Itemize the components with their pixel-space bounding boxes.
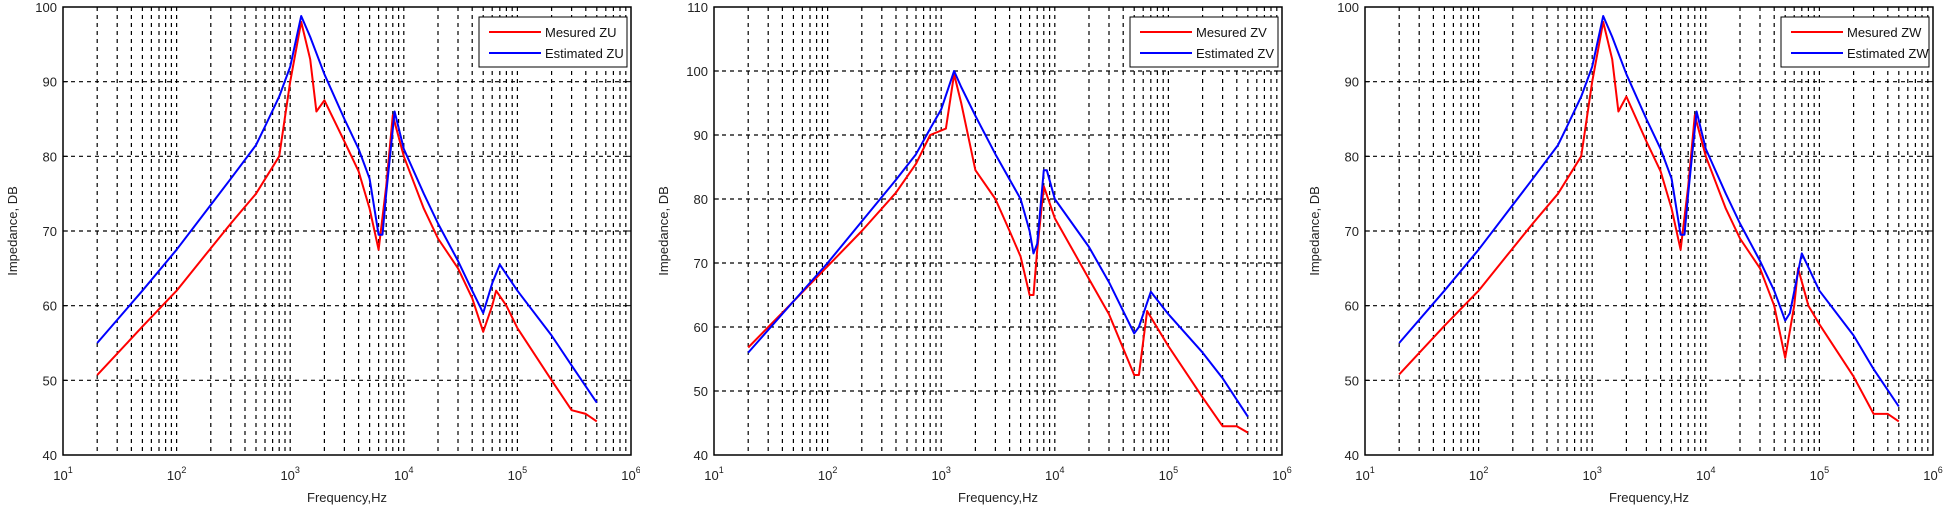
x-tick-label: 102 (167, 465, 186, 483)
y-axis-label: Impedance, DB (1307, 186, 1322, 276)
y-tick-label: 80 (694, 192, 708, 207)
y-tick-label: 70 (694, 256, 708, 271)
x-tick-label: 101 (1355, 465, 1374, 483)
y-tick-label: 110 (687, 0, 708, 15)
y-tick-label: 80 (43, 149, 57, 164)
x-tick-label: 101 (704, 465, 723, 483)
x-tick-label: 104 (394, 465, 413, 483)
chart-svg: 40 50 60 70 80 90 100 110 101 102 103 104 105 106 Freq… (656, 0, 1292, 505)
x-tick-label: 106 (1272, 465, 1291, 483)
series-line-measured (1398, 20, 1900, 423)
series-line-estimated (747, 70, 1249, 418)
x-tick-label: 106 (621, 465, 640, 483)
x-tick-label: 102 (1469, 465, 1488, 483)
x-tick-label: 103 (1582, 465, 1601, 483)
y-tick-label: 40 (43, 448, 57, 463)
x-tick-label: 106 (1923, 465, 1942, 483)
series-line-estimated (96, 15, 598, 404)
y-tick-label: 60 (1345, 299, 1359, 314)
y-tick-label: 100 (35, 0, 57, 15)
y-tick-label: 40 (1345, 448, 1359, 463)
legend-entry: Mesured ZV (1196, 25, 1267, 40)
x-tick-label: 104 (1045, 465, 1064, 483)
y-tick-label: 90 (694, 128, 708, 143)
chart-zv: 40 50 60 70 80 90 100 110 101 102 103 104 105 106 Freq… (640, 0, 1300, 509)
y-tick-label: 70 (43, 224, 57, 239)
grid-lines (1365, 7, 1933, 455)
x-axis-label: Frequency,Hz (307, 490, 387, 505)
y-tick-label: 50 (43, 373, 57, 388)
legend: Mesured ZV Estimated ZV (1129, 16, 1279, 68)
y-tick-label: 80 (1345, 149, 1359, 164)
series-line-estimated (1398, 15, 1900, 408)
legend: Mesured ZU Estimated ZU (478, 16, 628, 68)
y-tick-label: 50 (1345, 373, 1359, 388)
series-line-measured (747, 73, 1249, 434)
plot-frame (713, 6, 1283, 456)
y-axis-label: Impedance, DB (5, 186, 20, 276)
legend-entry: Mesured ZU (545, 25, 617, 40)
grid-lines (714, 7, 1282, 455)
x-tick-label: 105 (1159, 465, 1178, 483)
chart-zu: 40 50 60 70 80 90 100 101 102 103 104 105 106 Frequen… (0, 0, 641, 509)
chart-zw: 40 50 60 70 80 90 100 101 102 103 104 105 106 Frequen… (1300, 0, 1946, 509)
x-tick-label: 104 (1696, 465, 1715, 483)
x-tick-label: 101 (53, 465, 72, 483)
x-axis-label: Frequency,Hz (1609, 490, 1689, 505)
y-tick-label: 100 (686, 64, 708, 79)
x-tick-label: 105 (508, 465, 527, 483)
legend-entry: Estimated ZW (1847, 46, 1929, 61)
y-tick-label: 60 (694, 320, 708, 335)
x-tick-label: 105 (1810, 465, 1829, 483)
y-tick-label: 90 (1345, 75, 1359, 90)
x-tick-label: 102 (818, 465, 837, 483)
legend-entry: Estimated ZU (545, 46, 624, 61)
y-tick-label: 90 (43, 75, 57, 90)
series-line-measured (96, 20, 598, 423)
legend-entry: Estimated ZV (1196, 46, 1274, 61)
y-axis-label: Impedance, DB (656, 186, 671, 276)
chart-svg: 40 50 60 70 80 90 100 101 102 103 104 105 106 Frequen… (1307, 0, 1943, 505)
y-tick-label: 50 (694, 384, 708, 399)
chart-svg: 40 50 60 70 80 90 100 101 102 103 104 105 106 Frequen… (5, 0, 641, 505)
x-axis-label: Frequency,Hz (958, 490, 1038, 505)
x-tick-label: 103 (931, 465, 950, 483)
y-tick-label: 70 (1345, 224, 1359, 239)
legend-entry: Mesured ZW (1847, 25, 1922, 40)
y-tick-label: 60 (43, 299, 57, 314)
x-tick-label: 103 (280, 465, 299, 483)
legend: Mesured ZW Estimated ZW (1780, 16, 1930, 68)
y-tick-label: 100 (1337, 0, 1359, 15)
y-tick-label: 40 (694, 448, 708, 463)
